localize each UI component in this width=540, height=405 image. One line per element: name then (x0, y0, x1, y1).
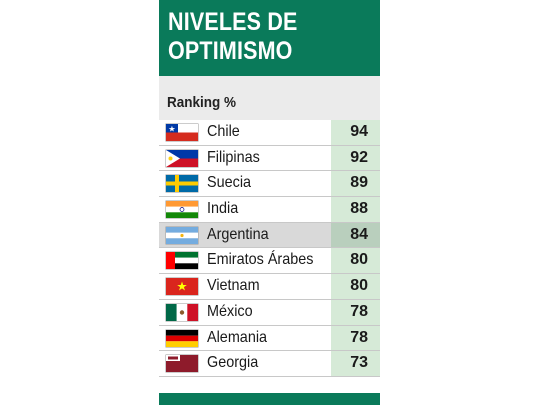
subheader-band (159, 76, 380, 120)
value-label: 80 (350, 277, 368, 295)
value-label: 84 (350, 225, 368, 243)
table-row: Alemania 78 (159, 325, 380, 352)
value-cell: 84 (331, 222, 380, 248)
value-label: 80 (350, 251, 368, 269)
value-label: 88 (350, 200, 368, 218)
country-label: Vietnam (207, 277, 260, 295)
country-label: Georgia (207, 354, 259, 372)
mexico-flag-icon (166, 303, 198, 321)
ranking-table: Chile 94 Filipinas 92 Suecia 89 India 88 Argenti… (159, 120, 380, 377)
chile-flag-icon (166, 124, 198, 141)
table-row: India 88 (159, 197, 380, 223)
value-label: 78 (350, 302, 368, 320)
country-label: México (207, 302, 253, 320)
value-cell: 89 (331, 171, 380, 197)
uae-flag-icon (166, 252, 198, 270)
table-row: Chile 94 (159, 120, 380, 146)
value-label: 73 (350, 354, 368, 372)
table-row: Filipinas 92 (159, 145, 380, 172)
optimism-ranking-panel: NIVELES DE OPTIMISMO Ranking % Chile 94 Fi… (159, 0, 380, 405)
country-label: Argentina (207, 225, 269, 243)
argentina-flag-icon (166, 226, 198, 244)
country-label: Suecia (207, 174, 252, 192)
value-cell: 78 (331, 325, 380, 351)
footer-bar (159, 393, 380, 405)
value-cell: 73 (331, 351, 380, 376)
country-label: Emiratos Árabes (207, 251, 314, 269)
philippines-flag-icon (166, 149, 198, 167)
value-cell: 94 (331, 120, 380, 145)
value-cell: 80 (331, 274, 380, 299)
value-cell: 80 (331, 248, 380, 274)
table-row: Emiratos Árabes 80 (159, 248, 380, 275)
sweden-flag-icon (166, 175, 198, 193)
vietnam-flag-icon (166, 278, 198, 296)
georgia-flag-icon (166, 355, 198, 373)
title-header: NIVELES DE OPTIMISMO (159, 0, 380, 76)
ranking-label: Ranking % (167, 94, 237, 111)
country-label: Chile (207, 123, 240, 140)
table-row: México 78 (159, 299, 380, 326)
india-flag-icon (166, 201, 198, 219)
value-label: 92 (350, 148, 368, 166)
value-label: 94 (350, 123, 368, 140)
country-label: India (207, 200, 239, 218)
table-row: Vietnam 80 (159, 274, 380, 300)
title-line-2: OPTIMISMO (168, 37, 293, 65)
table-row: Suecia 89 (159, 171, 380, 198)
table-row: Georgia 73 (159, 351, 380, 377)
value-label: 78 (350, 328, 368, 346)
country-label: Alemania (207, 328, 268, 346)
value-cell: 78 (331, 299, 380, 325)
country-label: Filipinas (207, 148, 260, 166)
value-cell: 92 (331, 145, 380, 171)
table-row: Argentina 84 (159, 222, 380, 249)
title-line-1: NIVELES DE (168, 8, 298, 36)
value-label: 89 (350, 174, 368, 192)
value-cell: 88 (331, 197, 380, 222)
germany-flag-icon (166, 329, 198, 347)
chart-title: NIVELES DE OPTIMISMO (168, 8, 344, 66)
